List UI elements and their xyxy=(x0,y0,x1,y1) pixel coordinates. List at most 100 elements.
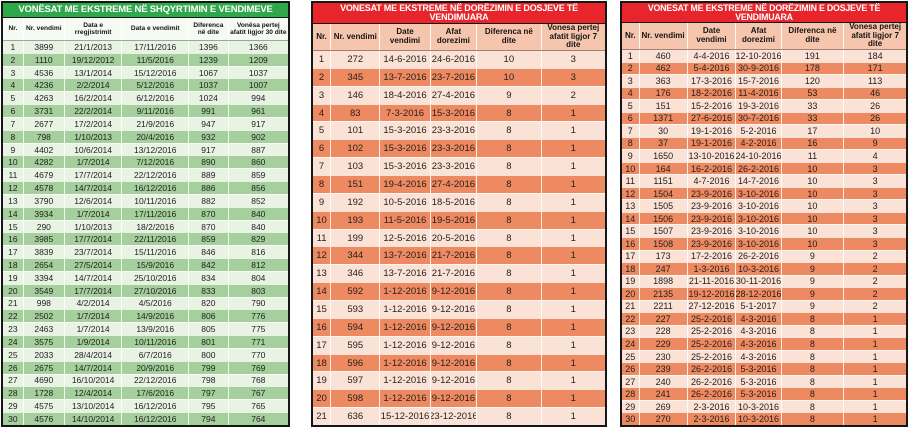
table-title: VONËSAT ME EKSTREME NË SHQYRTIMIN E VEND… xyxy=(3,3,288,18)
cell: 3899 xyxy=(24,41,65,53)
table-row: 23 228 25-2-2016 4-3-2016 8 1 xyxy=(622,324,906,338)
cell: 8 xyxy=(782,413,845,425)
cell: 3 xyxy=(872,226,878,237)
table-row: 3 4536 13/1/2014 15/12/2016 1067 1037 xyxy=(3,65,288,79)
table-row: 26 239 26-2-2016 5-3-2016 8 1 xyxy=(622,362,906,375)
cell: 22/12/2016 xyxy=(122,374,190,387)
cell: 846 xyxy=(189,246,229,259)
table-row: 13 346 13-7-2016 21-7-2016 8 1 xyxy=(313,264,605,283)
cell: 764 xyxy=(251,413,266,424)
cell: 3731 xyxy=(24,105,65,117)
table-row: 24 229 25-2-2016 4-3-2016 8 1 xyxy=(622,337,906,350)
cell: 882 xyxy=(189,194,229,207)
cell: 113 xyxy=(867,75,883,86)
table-row: 8 151 19-4-2016 27-4-2016 8 1 xyxy=(313,175,605,193)
cell: 3934 xyxy=(24,207,65,220)
cell: 1-12-2016 xyxy=(380,318,431,336)
table-header-row: Nr. Nr. vendimi Date vendimi Afat dorezimi D… xyxy=(313,23,605,51)
cell: 25-2-2016 xyxy=(688,350,737,363)
cell: 16/2/2014 xyxy=(65,92,123,105)
cell: 10 xyxy=(782,212,845,225)
table-row: 22 2502 1/7/2014 14/9/2016 806 776 xyxy=(3,309,288,323)
cell: 13 xyxy=(313,265,332,283)
cell: 11 xyxy=(3,169,24,182)
cell: 191 xyxy=(782,50,845,62)
cell: 30-7-2016 xyxy=(736,112,782,125)
cell: 1505 xyxy=(640,200,688,212)
cell: 799 xyxy=(189,361,229,374)
cell: 12 xyxy=(622,187,640,200)
table-row: 6 3731 22/2/2014 9/11/2016 991 961 xyxy=(3,104,288,117)
cell: 13/1/2014 xyxy=(65,66,123,79)
cell: 870 xyxy=(189,207,229,220)
cell: 8 xyxy=(477,354,542,372)
column-header: Data e vendimit xyxy=(122,18,190,40)
cell: 4 xyxy=(3,79,24,92)
cell: 28 xyxy=(622,388,640,400)
cell: 595 xyxy=(331,336,381,354)
cell: 1067 xyxy=(189,66,229,79)
cell: 10-3-2016 xyxy=(736,400,782,413)
table-row: 12 344 13-7-2016 21-7-2016 8 1 xyxy=(313,246,605,265)
cell: 345 xyxy=(331,68,381,86)
cell: 1 xyxy=(570,178,576,190)
cell: 820 xyxy=(189,297,229,310)
cell: 13 xyxy=(3,194,24,207)
column-header: Nr. vendimi xyxy=(331,24,381,50)
cell: 3839 xyxy=(24,246,65,259)
cell: 11 xyxy=(313,229,332,247)
cell: 4-3-2016 xyxy=(736,338,782,350)
cell: 840 xyxy=(251,208,266,219)
cell: 199 xyxy=(331,229,381,247)
cell: 10 xyxy=(622,162,640,175)
cell: 28-12-2016 xyxy=(736,288,782,300)
cell: 4282 xyxy=(24,156,65,169)
table-row: 26 2675 14/7/2014 20/9/2016 799 769 xyxy=(3,360,288,374)
cell: 13-7-2016 xyxy=(380,265,431,283)
cell: 7 xyxy=(622,125,640,137)
column-header: Nr. vendimi xyxy=(640,23,688,49)
cell: 3985 xyxy=(24,233,65,246)
cell: 3-10-2016 xyxy=(736,187,782,200)
cell: 10 xyxy=(782,200,845,212)
cell: 8 xyxy=(782,363,845,375)
cell: 17-3-2016 xyxy=(688,75,737,87)
column-header: Nr. vendimi xyxy=(24,18,65,40)
cell: 10/6/2014 xyxy=(65,143,123,156)
cell: 13/9/2016 xyxy=(122,323,190,336)
table-row: 25 2033 28/4/2014 6/7/2016 800 770 xyxy=(3,347,288,361)
cell: 6/7/2016 xyxy=(122,348,190,361)
cell: 8 xyxy=(477,104,542,122)
cell: 14/7/2014 xyxy=(65,271,123,284)
cell: 889 xyxy=(189,169,229,182)
cell: 1728 xyxy=(24,387,65,400)
cell: 13-7-2016 xyxy=(380,247,431,265)
cell: 9/11/2016 xyxy=(122,105,190,117)
cell: 102 xyxy=(331,140,381,158)
cell: 15 xyxy=(3,220,24,233)
cell: 8 xyxy=(477,301,542,318)
cell: 3 xyxy=(3,66,24,79)
cell: 22/2/2014 xyxy=(65,105,123,117)
table-row: 27 240 26-2-2016 5-3-2016 8 1 xyxy=(622,374,906,388)
cell: 1 xyxy=(872,401,878,412)
column-header: Vonësa pertej afatit ligjor 30 dite xyxy=(230,21,287,36)
cell: 12 xyxy=(3,182,24,194)
cell: 8 xyxy=(477,122,542,140)
cell: 26 xyxy=(870,113,881,124)
cell: 27-12-2016 xyxy=(688,300,737,313)
cell: 1/10/2013 xyxy=(65,130,123,143)
cell: 11 xyxy=(622,175,640,187)
cell: 23-7-2016 xyxy=(431,68,478,86)
cell: 83 xyxy=(331,104,381,122)
cell: 1239 xyxy=(189,53,229,66)
cell: 592 xyxy=(331,283,381,301)
cell: 1024 xyxy=(189,92,229,105)
cell: 1/7/2014 xyxy=(65,156,123,169)
cell: 8 xyxy=(477,229,542,247)
table-row: 12 1504 23-9-2016 3-10-2016 10 3 xyxy=(622,186,906,200)
cell: 17/7/2014 xyxy=(65,233,123,246)
cell: 2654 xyxy=(24,259,65,271)
cell: 18-4-2016 xyxy=(380,86,431,104)
